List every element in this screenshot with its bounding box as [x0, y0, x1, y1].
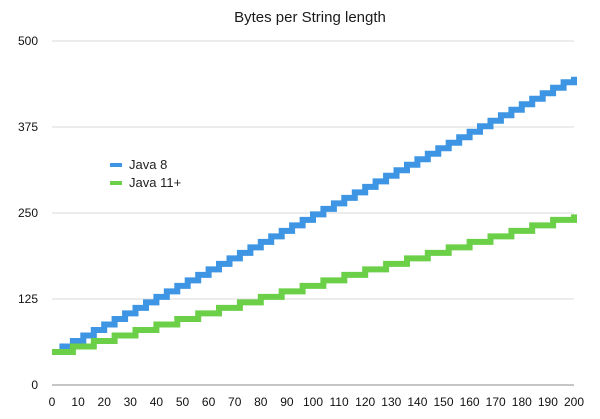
- y-tick-label: 500: [18, 34, 38, 48]
- x-tick-label: 60: [202, 395, 216, 409]
- x-tick-label: 70: [228, 395, 242, 409]
- x-tick-label: 100: [303, 395, 323, 409]
- x-tick-label: 180: [512, 395, 532, 409]
- x-tick-label: 130: [381, 395, 401, 409]
- chart-title: Bytes per String length: [234, 9, 386, 26]
- x-tick-label: 190: [538, 395, 558, 409]
- y-tick-label: 250: [18, 206, 38, 220]
- x-tick-label: 200: [564, 395, 584, 409]
- y-tick-label: 375: [18, 120, 38, 134]
- legend-label: Java 11+: [129, 175, 181, 190]
- x-tick-label: 120: [355, 395, 375, 409]
- grid: [52, 40, 574, 300]
- legend: Java 8 Java 11+: [110, 157, 181, 190]
- x-tick-label: 110: [330, 395, 349, 409]
- y-tick-label: 125: [18, 292, 38, 306]
- x-tick-label: 90: [280, 395, 294, 409]
- x-tick-label: 150: [433, 395, 453, 409]
- series-line-java-11: [52, 214, 577, 355]
- x-tick-label: 10: [71, 395, 85, 409]
- legend-label: Java 8: [129, 157, 167, 172]
- x-tick-label: 50: [176, 395, 190, 409]
- x-tick-label: 40: [150, 395, 164, 409]
- x-tick-label: 20: [98, 395, 112, 409]
- axes: 0 125 250 375 500 0 10 20 30 40 50 60 70 80 90 100 110 12…: [18, 34, 584, 409]
- x-tick-label: 170: [486, 395, 506, 409]
- x-tick-label: 30: [124, 395, 138, 409]
- y-tick-label: 0: [31, 378, 38, 392]
- x-tick-label: 160: [460, 395, 480, 409]
- x-tick-label: 80: [254, 395, 268, 409]
- x-tick-label: 140: [407, 395, 427, 409]
- x-tick-label: 0: [49, 395, 56, 409]
- series-line-java-8: [52, 76, 577, 355]
- series-group: [52, 76, 577, 355]
